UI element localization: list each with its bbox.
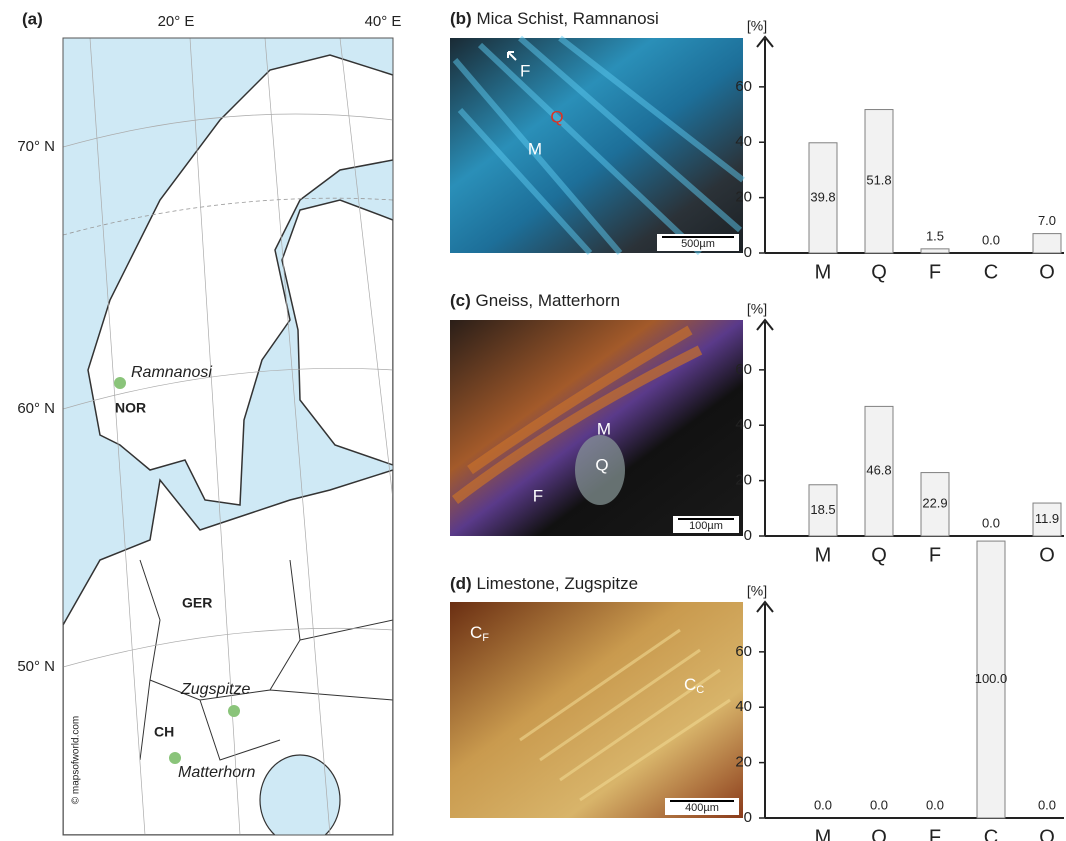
x-tick-label: F [929, 261, 941, 283]
x-tick-label: O [1039, 544, 1055, 566]
value-label: 0.0 [1038, 797, 1056, 812]
panel-label: (a) [22, 9, 43, 28]
lat-label: 50° N [17, 658, 55, 675]
lat-label: 60° N [17, 400, 55, 417]
micrograph-title: (b) Mica Schist, Ramnanosi [450, 9, 659, 28]
mineral-subscript: C [696, 684, 704, 696]
x-tick-label: C [984, 261, 998, 283]
x-tick-label: O [1039, 826, 1055, 841]
y-tick-label: 40 [735, 416, 752, 433]
value-label: 0.0 [982, 515, 1000, 530]
micrograph-title: (c) Gneiss, Matterhorn [450, 291, 620, 310]
map: (a) 20° E 40° E 70° N 60° N 50° N Ramnan… [17, 9, 401, 841]
figure: (a) 20° E 40° E 70° N 60° N 50° N Ramnan… [0, 0, 1066, 841]
micrograph-b: (b) Mica Schist, Ramnanosi F Q M 500µm [450, 9, 743, 253]
place-label: Zugspitze [180, 681, 250, 698]
y-tick-label: 20 [735, 472, 752, 489]
y-tick-label: 0 [744, 244, 752, 261]
country-label: GER [182, 595, 212, 611]
mineral-label: Q [595, 455, 608, 474]
bar [1033, 234, 1061, 253]
y-tick-label: 20 [735, 189, 752, 206]
place-label: Ramnanosi [131, 364, 212, 381]
value-label: 0.0 [982, 232, 1000, 247]
y-tick-label: 40 [735, 698, 752, 715]
mineral-subscript: F [482, 632, 489, 644]
panel-label: (c) [450, 291, 471, 310]
charts: [%] 0 20 40 60 M 39.8 Q 51.8 F 1.5 C 0.0 O 7.0 [%] 0 20 40… [735, 18, 1064, 841]
x-tick-label: Q [871, 544, 887, 566]
value-label: 0.0 [814, 797, 832, 812]
site-dot [228, 705, 240, 717]
y-tick-label: 40 [735, 133, 752, 150]
scale-label: 500µm [681, 238, 715, 250]
x-tick-label: M [815, 826, 832, 841]
mineral-symbol: C [684, 675, 696, 694]
country-label: CH [154, 724, 174, 740]
place-label: Matterhorn [178, 764, 255, 781]
y-tick-label: 0 [744, 809, 752, 826]
photo [450, 602, 743, 818]
y-tick-label: 60 [735, 361, 752, 378]
panel-label: (d) [450, 574, 472, 593]
x-tick-label: F [929, 544, 941, 566]
value-label: 18.5 [810, 502, 835, 517]
x-tick-label: M [815, 261, 832, 283]
credit: © mapsofworld.com [71, 716, 82, 805]
bar [921, 249, 949, 253]
scale-label: 400µm [685, 802, 719, 814]
title: Limestone, Zugspitze [476, 574, 638, 593]
x-tick-label: M [815, 544, 832, 566]
site-dot [114, 377, 126, 389]
mineral-label: F [533, 486, 543, 505]
scale-label: 100µm [689, 520, 723, 532]
mineral-label: M [597, 419, 611, 438]
y-axis-label: [%] [747, 301, 767, 317]
x-tick-label: F [929, 826, 941, 841]
x-tick-label: O [1039, 261, 1055, 283]
mineral-label: F [520, 61, 530, 80]
mineral-symbol: C [470, 623, 482, 642]
value-label: 7.0 [1038, 213, 1056, 228]
panel-label: (b) [450, 9, 472, 28]
mineral-label: Q [550, 107, 563, 126]
adriatic [260, 755, 340, 841]
title: Mica Schist, Ramnanosi [476, 9, 658, 28]
value-label: 22.9 [922, 496, 947, 511]
y-tick-label: 0 [744, 527, 752, 544]
micrograph-d: (d) Limestone, Zugspitze CF CC 400µm [450, 574, 743, 818]
y-axis-label: [%] [747, 18, 767, 34]
y-axis-label: [%] [747, 583, 767, 599]
value-label: 46.8 [866, 463, 891, 478]
x-tick-label: Q [871, 261, 887, 283]
value-label: 1.5 [926, 228, 944, 243]
lon-label: 40° E [365, 13, 402, 30]
value-label: 51.8 [866, 173, 891, 188]
y-tick-label: 60 [735, 643, 752, 660]
value-label: 39.8 [810, 189, 835, 204]
site-dot [169, 752, 181, 764]
country-label: NOR [115, 400, 146, 416]
title: Gneiss, Matterhorn [476, 291, 621, 310]
x-tick-label: Q [871, 826, 887, 841]
y-tick-label: 60 [735, 78, 752, 95]
mineral-label: M [528, 139, 542, 158]
value-label: 11.9 [1035, 511, 1059, 526]
lon-label: 20° E [158, 13, 195, 30]
value-label: 100.0 [975, 671, 1008, 686]
micrograph-title: (d) Limestone, Zugspitze [450, 574, 638, 593]
x-tick-label: C [984, 826, 998, 841]
value-label: 0.0 [926, 797, 944, 812]
y-tick-label: 20 [735, 754, 752, 771]
micrograph-c: (c) Gneiss, Matterhorn M Q F 100µm [450, 291, 743, 536]
lat-label: 70° N [17, 138, 55, 155]
value-label: 0.0 [870, 797, 888, 812]
